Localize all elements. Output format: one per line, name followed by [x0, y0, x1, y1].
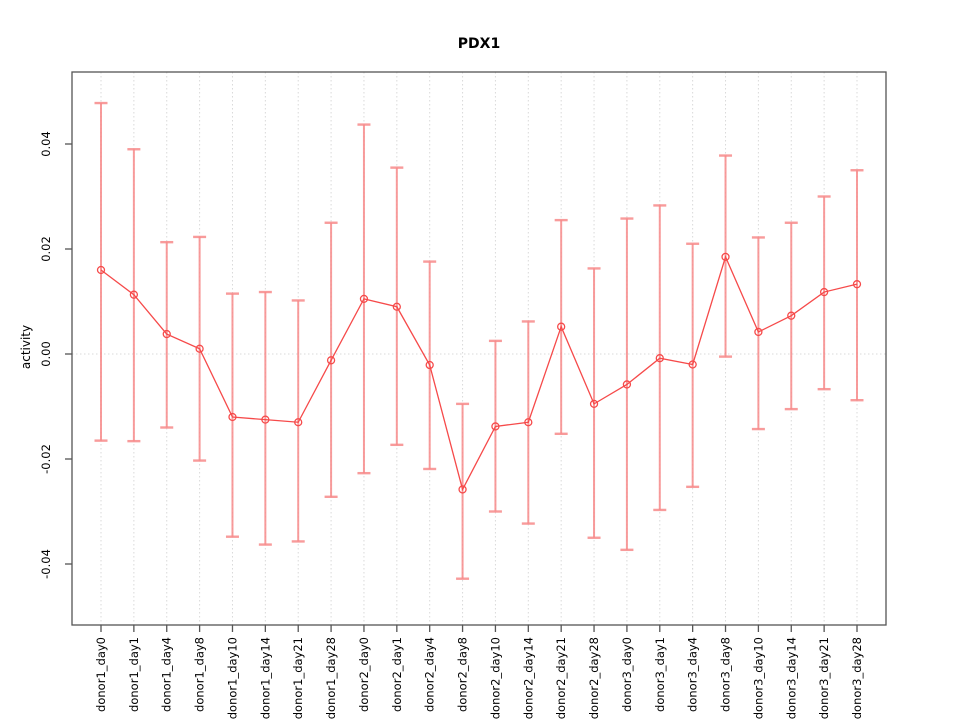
y-tick-label: -0.04 [39, 549, 53, 579]
y-tick-label: 0.00 [39, 341, 53, 367]
y-tick-label-group: -0.02 [39, 444, 53, 474]
x-tick-label: donor2_day4 [423, 637, 437, 712]
x-tick-label: donor2_day1 [390, 637, 404, 712]
x-tick-label-group: donor1_day21 [291, 637, 305, 719]
data-point [524, 418, 533, 427]
data-point [557, 322, 566, 331]
x-tick-label: donor1_day10 [225, 637, 239, 719]
data-point [96, 265, 106, 275]
x-tick-label-group: donor3_day0 [620, 637, 634, 712]
plot-frame [71, 71, 887, 626]
data-point [425, 360, 434, 370]
x-tick-label-group: donor3_day28 [850, 637, 864, 719]
data-point [392, 302, 401, 311]
x-tick-label: donor2_day21 [554, 637, 568, 719]
data-point [491, 422, 500, 431]
data-point [129, 290, 139, 299]
data-point [458, 485, 467, 494]
x-tick-label: donor1_day21 [291, 637, 305, 719]
data-point [261, 415, 270, 424]
x-tick-label-group: donor2_day21 [554, 637, 568, 719]
x-tick-label: donor3_day21 [817, 637, 831, 719]
data-point [622, 380, 632, 389]
x-tick-label: donor2_day10 [488, 637, 502, 719]
x-tick-label: donor2_day14 [521, 637, 535, 719]
x-tick-label: donor1_day8 [193, 637, 207, 712]
x-tick-label: donor1_day4 [160, 637, 174, 712]
x-tick-label-group: donor1_day14 [258, 637, 272, 719]
x-tick-label: donor1_day1 [127, 637, 141, 712]
x-tick-label-group: donor1_day0 [94, 637, 108, 712]
data-point [359, 294, 369, 304]
data-point [787, 311, 796, 320]
x-tick-label-group: donor1_day28 [324, 637, 338, 719]
x-tick-label: donor2_day0 [357, 637, 371, 712]
data-point [294, 418, 303, 427]
x-tick-label: donor1_day0 [94, 637, 108, 712]
data-point [688, 360, 697, 369]
y-tick-label-group: 0.04 [39, 131, 53, 157]
chart-title: PDX1 [457, 36, 501, 52]
x-tick-label-group: donor2_day8 [456, 637, 470, 712]
x-tick-label: donor2_day8 [456, 637, 470, 712]
y-tick-label-group: 0.02 [39, 236, 53, 262]
x-tick-label: donor3_day14 [784, 637, 798, 719]
y-tick-label: -0.02 [39, 444, 53, 474]
data-point [589, 399, 599, 409]
data-point [162, 329, 171, 339]
x-tick-label-group: donor2_day14 [521, 637, 535, 719]
x-tick-label: donor3_day4 [686, 637, 700, 712]
x-tick-label-group: donor1_day10 [225, 637, 239, 719]
x-tick-label-group: donor1_day8 [193, 637, 207, 712]
x-tick-label-group: donor2_day1 [390, 637, 404, 712]
data-point [655, 354, 664, 363]
data-point [195, 344, 204, 353]
x-tick-label: donor3_day10 [751, 637, 765, 719]
y-tick-label: 0.02 [39, 236, 53, 262]
x-tick-label-group: donor2_day0 [357, 637, 371, 712]
x-tick-label-group: donor3_day4 [686, 637, 700, 712]
data-point [819, 287, 829, 297]
x-tick-label-group: donor3_day21 [817, 637, 831, 719]
x-tick-label-group: donor1_day4 [160, 637, 174, 712]
x-tick-label-group: donor2_day28 [587, 637, 601, 719]
x-tick-label-group: donor3_day1 [653, 637, 667, 712]
x-tick-label-group: donor1_day1 [127, 637, 141, 712]
x-tick-label: donor3_day28 [850, 637, 864, 719]
x-tick-label-group: donor3_day8 [719, 637, 733, 712]
x-tick-label: donor3_day8 [719, 637, 733, 712]
data-point [228, 412, 237, 422]
data-point [754, 327, 763, 337]
x-tick-label: donor3_day1 [653, 637, 667, 712]
x-tick-label-group: donor2_day10 [488, 637, 502, 719]
data-point [852, 280, 862, 289]
x-tick-label-group: donor3_day14 [784, 637, 798, 719]
data-point [326, 356, 336, 365]
x-tick-label: donor2_day28 [587, 637, 601, 719]
y-tick-label: 0.04 [39, 131, 53, 157]
data-line [100, 255, 858, 492]
x-tick-label: donor1_day14 [258, 637, 272, 719]
x-tick-label-group: donor3_day10 [751, 637, 765, 719]
x-tick-label-group: donor2_day4 [423, 637, 437, 712]
data-point [721, 252, 730, 262]
y-tick-label-group: -0.04 [39, 549, 53, 579]
y-tick-label-group: 0.00 [39, 341, 53, 367]
x-tick-label: donor1_day28 [324, 637, 338, 719]
x-tick-label: donor3_day0 [620, 637, 634, 712]
